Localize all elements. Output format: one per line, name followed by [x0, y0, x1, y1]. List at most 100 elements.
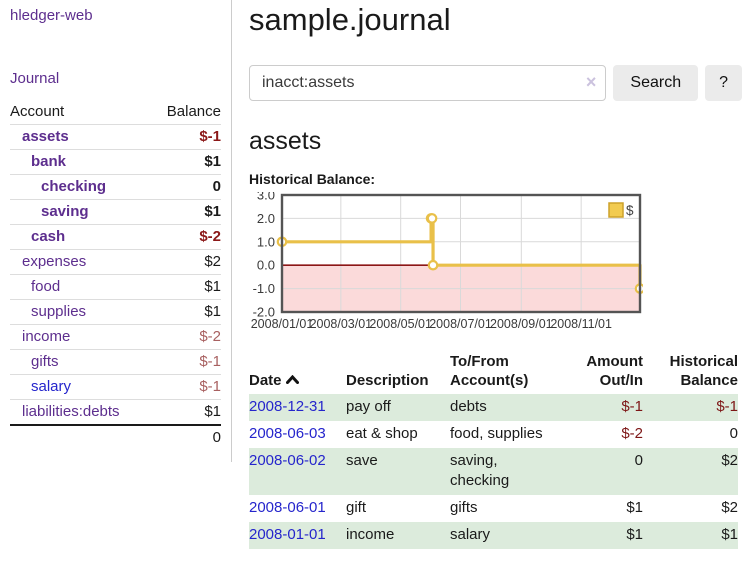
- account-row-cash: cash $-2: [10, 224, 221, 250]
- account-row-bank: bank $1: [10, 149, 221, 175]
- help-button[interactable]: ?: [705, 65, 742, 101]
- account-balance-food: $1: [204, 278, 221, 295]
- account-link-assets[interactable]: assets: [22, 128, 69, 145]
- accounts-total-row: 0: [10, 425, 221, 450]
- account-row-checking: checking 0: [10, 174, 221, 200]
- clear-search-icon[interactable]: ×: [585, 72, 597, 92]
- register-table: Date Description To/From Account(s) Amou…: [249, 350, 738, 549]
- transaction-amount: 0: [634, 452, 643, 469]
- account-link-food[interactable]: food: [31, 278, 61, 295]
- search-input[interactable]: [249, 65, 607, 101]
- historical-balance-chart: $3.0 2.0 1.0 0.0 -1.0 -2.0 2008/01/01 2008/03/0…: [249, 188, 646, 336]
- search-input-wrap: ×: [249, 65, 607, 101]
- svg-text:0.0: 0.0: [257, 258, 275, 273]
- sidebar-item-journal[interactable]: Journal: [10, 70, 60, 87]
- account-link-income[interactable]: income: [22, 328, 71, 345]
- svg-text:$: $: [626, 203, 634, 218]
- transaction-amount: $-2: [621, 425, 643, 442]
- transaction-accounts: salary: [450, 526, 491, 543]
- account-balance-salary: $-1: [199, 378, 221, 395]
- transaction-balance: $2: [721, 452, 738, 469]
- account-balance-assets: $-1: [199, 128, 221, 145]
- account-row-gifts: gifts $-1: [10, 349, 221, 375]
- svg-text:2008/07/01: 2008/07/01: [429, 317, 492, 331]
- transaction-date-link[interactable]: 2008-06-02: [249, 452, 326, 469]
- account-link-checking[interactable]: checking: [41, 178, 107, 195]
- account-link-expenses[interactable]: expenses: [22, 253, 87, 270]
- app-brand-link[interactable]: hledger-web: [10, 7, 93, 24]
- register-row: 2008-06-03 eat & shop food, supplies $-2…: [249, 421, 738, 448]
- register-col-accounts: To/From Account(s): [450, 353, 529, 389]
- sort-ascending-icon: [285, 370, 299, 389]
- account-balance-cash: $-2: [199, 228, 221, 245]
- transaction-date-link[interactable]: 2008-12-31: [249, 398, 326, 415]
- account-row-salary: salary $-1: [10, 374, 221, 400]
- accounts-header-row: Account Balance: [10, 100, 221, 125]
- transaction-balance: $2: [721, 499, 738, 516]
- register-row: 2008-01-01 income salary $1 $1: [249, 522, 738, 549]
- svg-text:2.0: 2.0: [257, 211, 275, 226]
- svg-text:1.0: 1.0: [257, 234, 275, 249]
- account-row-food: food $1: [10, 274, 221, 300]
- transaction-balance: $1: [721, 526, 738, 543]
- register-row: 2008-06-02 save saving, checking 0 $2: [249, 448, 738, 495]
- account-balance-liabilities-debts: $1: [204, 403, 221, 420]
- accounts-col-balance: Balance: [166, 103, 221, 120]
- search-button[interactable]: Search: [613, 65, 699, 101]
- account-balance-checking: 0: [212, 178, 221, 195]
- account-link-gifts[interactable]: gifts: [31, 353, 59, 370]
- transaction-accounts: gifts: [450, 499, 478, 516]
- account-link-supplies[interactable]: supplies: [31, 303, 87, 320]
- svg-text:2008/11/01: 2008/11/01: [550, 317, 612, 331]
- transaction-balance: $-1: [716, 398, 738, 415]
- register-col-amount: Amount Out/In: [586, 353, 643, 389]
- accounts-table: Account Balance assets $-1 bank $1 check…: [10, 100, 221, 450]
- account-link-liabilities-debts[interactable]: liabilities:debts: [22, 403, 120, 420]
- account-balance-gifts: $-1: [199, 353, 221, 370]
- transaction-date-link[interactable]: 2008-01-01: [249, 526, 326, 543]
- register-col-balance: Historical Balance: [669, 353, 738, 389]
- transaction-description: eat & shop: [346, 425, 418, 442]
- transaction-date-link[interactable]: 2008-06-03: [249, 425, 326, 442]
- transaction-amount: $-1: [621, 398, 643, 415]
- svg-text:-2.0: -2.0: [253, 305, 275, 320]
- svg-text:2008/05/01: 2008/05/01: [369, 317, 432, 331]
- transaction-description: save: [346, 452, 378, 469]
- account-row-saving: saving $1: [10, 199, 221, 225]
- main-content: sample.journal × Search ? assets Histori…: [232, 0, 742, 549]
- transaction-balance: 0: [729, 425, 738, 442]
- sidebar: hledger-web Journal Account Balance asse…: [0, 0, 232, 462]
- register-col-description: Description: [346, 372, 429, 389]
- transaction-date-link[interactable]: 2008-06-01: [249, 499, 326, 516]
- account-balance-bank: $1: [204, 153, 221, 170]
- svg-text:2008/09/01: 2008/09/01: [490, 317, 553, 331]
- account-balance-supplies: $1: [204, 303, 221, 320]
- register-row: 2008-12-31 pay off debts $-1 $-1: [249, 394, 738, 421]
- register-header-row: Date Description To/From Account(s) Amou…: [249, 350, 738, 394]
- svg-text:-1.0: -1.0: [253, 281, 275, 296]
- account-balance-income: $-2: [199, 328, 221, 345]
- account-link-saving[interactable]: saving: [41, 203, 89, 220]
- page-title: sample.journal: [249, 2, 451, 37]
- transaction-accounts: saving, checking: [450, 452, 510, 489]
- account-heading: assets: [249, 127, 322, 155]
- transaction-accounts: food, supplies: [450, 425, 543, 442]
- account-link-cash[interactable]: cash: [31, 228, 66, 245]
- account-balance-saving: $1: [204, 203, 221, 220]
- account-row-income: income $-2: [10, 324, 221, 350]
- register-col-date[interactable]: Date: [249, 350, 346, 394]
- accounts-col-account: Account: [10, 103, 65, 120]
- transaction-accounts: debts: [450, 398, 487, 415]
- account-link-salary[interactable]: salary: [31, 378, 72, 395]
- accounts-total-balance: 0: [212, 429, 221, 446]
- transaction-amount: $1: [626, 526, 643, 543]
- account-row-liabilities-debts: liabilities:debts $1: [10, 399, 221, 426]
- svg-text:2008/03/01: 2008/03/01: [310, 317, 373, 331]
- page: hledger-web Journal Account Balance asse…: [0, 0, 742, 549]
- account-link-bank[interactable]: bank: [31, 153, 67, 170]
- account-row-assets: assets $-1: [10, 124, 221, 150]
- transaction-description: pay off: [346, 398, 391, 415]
- svg-text:3.0: 3.0: [257, 192, 275, 203]
- register-row: 2008-06-01 gift gifts $1 $2: [249, 495, 738, 522]
- search-form: × Search ?: [249, 65, 742, 101]
